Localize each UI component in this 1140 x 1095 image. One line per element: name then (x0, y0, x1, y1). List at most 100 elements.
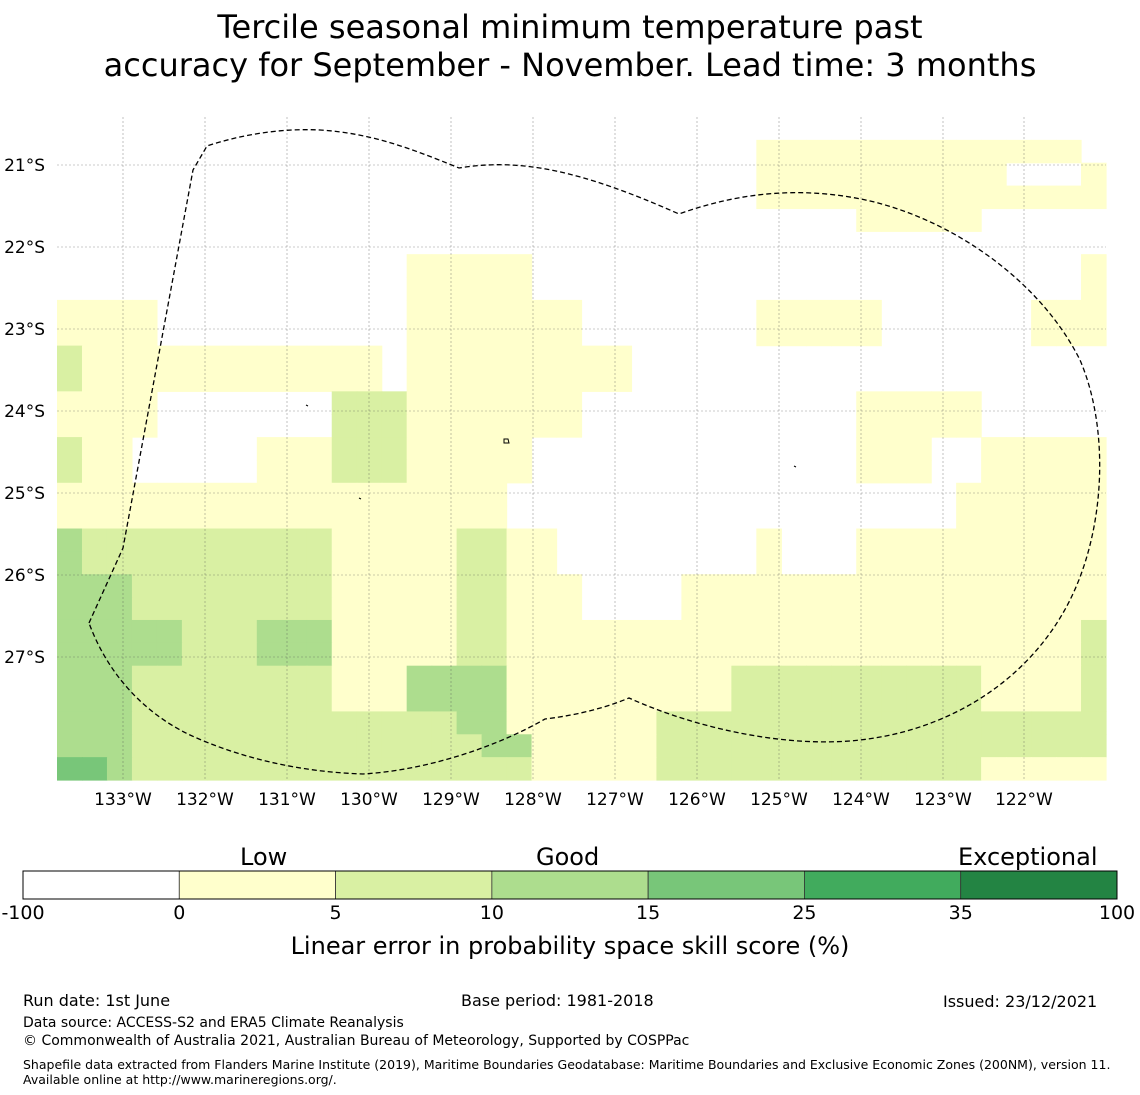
grid-cell (57, 437, 83, 461)
grid-cell (206, 574, 233, 598)
grid-cell (456, 597, 483, 621)
grid-cell (431, 528, 458, 552)
grid-cell (1031, 437, 1057, 461)
grid-cell (981, 597, 1007, 621)
lat-tick-label: 21°S (4, 156, 45, 176)
grid-cell (81, 757, 108, 781)
grid-cell (781, 688, 807, 713)
grid-cell (131, 665, 158, 690)
grid-cell (1006, 574, 1032, 598)
grid-cell (906, 597, 932, 621)
grid-cell (756, 734, 782, 758)
grid-cell (506, 368, 533, 392)
grid-cell (481, 757, 508, 781)
grid-cell (756, 665, 782, 690)
grid-cell (481, 459, 508, 484)
grid-cell (481, 505, 508, 530)
grid-cell (306, 437, 333, 461)
grid-cell (406, 414, 433, 438)
grid-cell (1081, 665, 1107, 690)
grid-cell (181, 551, 208, 575)
grid-cell (57, 368, 83, 392)
grid-cell (431, 254, 458, 278)
grid-cell (581, 665, 608, 690)
grid-cell (1056, 528, 1082, 552)
grid-cell (231, 665, 258, 690)
grid-cell (181, 597, 208, 621)
grid-cell (556, 414, 583, 438)
grid-cell (256, 665, 283, 690)
grid-cell (181, 757, 208, 781)
grid-cell (1031, 139, 1057, 164)
grid-cell (881, 414, 907, 438)
grid-cell (906, 391, 932, 415)
grid-cell (81, 482, 108, 507)
grid-cell (256, 574, 283, 598)
grid-cell (656, 711, 683, 735)
grid-cell (1081, 551, 1107, 575)
grid-cell (1031, 665, 1057, 690)
grid-cell (431, 665, 458, 690)
colorbar-tick-label: 10 (479, 902, 504, 924)
grid-cell (156, 528, 183, 552)
grid-cell (431, 642, 458, 667)
grid-cell (806, 665, 832, 690)
grid-cell (206, 482, 233, 507)
grid-cell (806, 597, 832, 621)
grid-cell (356, 528, 383, 552)
grid-cell (256, 345, 283, 370)
grid-cell (106, 688, 133, 713)
grid-cell (781, 665, 807, 690)
grid-cell (856, 185, 882, 210)
grid-cell (456, 574, 483, 598)
grid-cell (581, 368, 608, 392)
grid-cell (781, 139, 807, 164)
grid-cell (531, 528, 558, 552)
grid-cell (606, 688, 633, 713)
grid-cell (906, 711, 932, 735)
grid-cell (57, 711, 83, 735)
grid-cell (556, 299, 583, 324)
lon-tick-label: 124°W (832, 790, 890, 810)
grid-cell (456, 711, 483, 735)
grid-cell (1031, 528, 1057, 552)
grid-cell (981, 551, 1007, 575)
grid-cell (931, 162, 957, 187)
legend-word-exceptional: Exceptional (958, 843, 1098, 871)
grid-cell (981, 528, 1007, 552)
grid-cell (1081, 688, 1107, 713)
grid-cell (1006, 757, 1032, 781)
grid-cell (656, 734, 683, 758)
grid-cell (256, 459, 283, 484)
grid-cell (1081, 528, 1107, 552)
grid-cell (406, 368, 433, 392)
grid-cell (231, 574, 258, 598)
grid-cell (706, 574, 732, 598)
grid-cell (206, 368, 233, 392)
grid-cell (256, 619, 283, 644)
grid-cell (57, 391, 83, 415)
lat-tick-label: 24°S (4, 402, 45, 422)
grid-cell (131, 619, 158, 644)
grid-cell (656, 757, 683, 781)
grid-cell (506, 642, 533, 667)
grid-cell (906, 162, 932, 187)
grid-cell (106, 574, 133, 598)
grid-cell (931, 208, 957, 232)
grid-cell (1081, 597, 1107, 621)
grid-cell (1031, 574, 1057, 598)
grid-cell (1056, 711, 1082, 735)
colorbar-tick-label: 15 (636, 902, 661, 924)
grid-cell (981, 162, 1007, 187)
grid-cell (456, 437, 483, 461)
grid-cell (631, 665, 658, 690)
grid-cell (381, 734, 408, 758)
grid-cell (106, 734, 133, 758)
grid-cell (431, 711, 458, 735)
grid-cell (181, 734, 208, 758)
grid-cell (331, 688, 358, 713)
grid-cell (806, 642, 832, 667)
grid-cell (856, 437, 882, 461)
grid-cell (406, 734, 433, 758)
grid-cell (231, 345, 258, 370)
